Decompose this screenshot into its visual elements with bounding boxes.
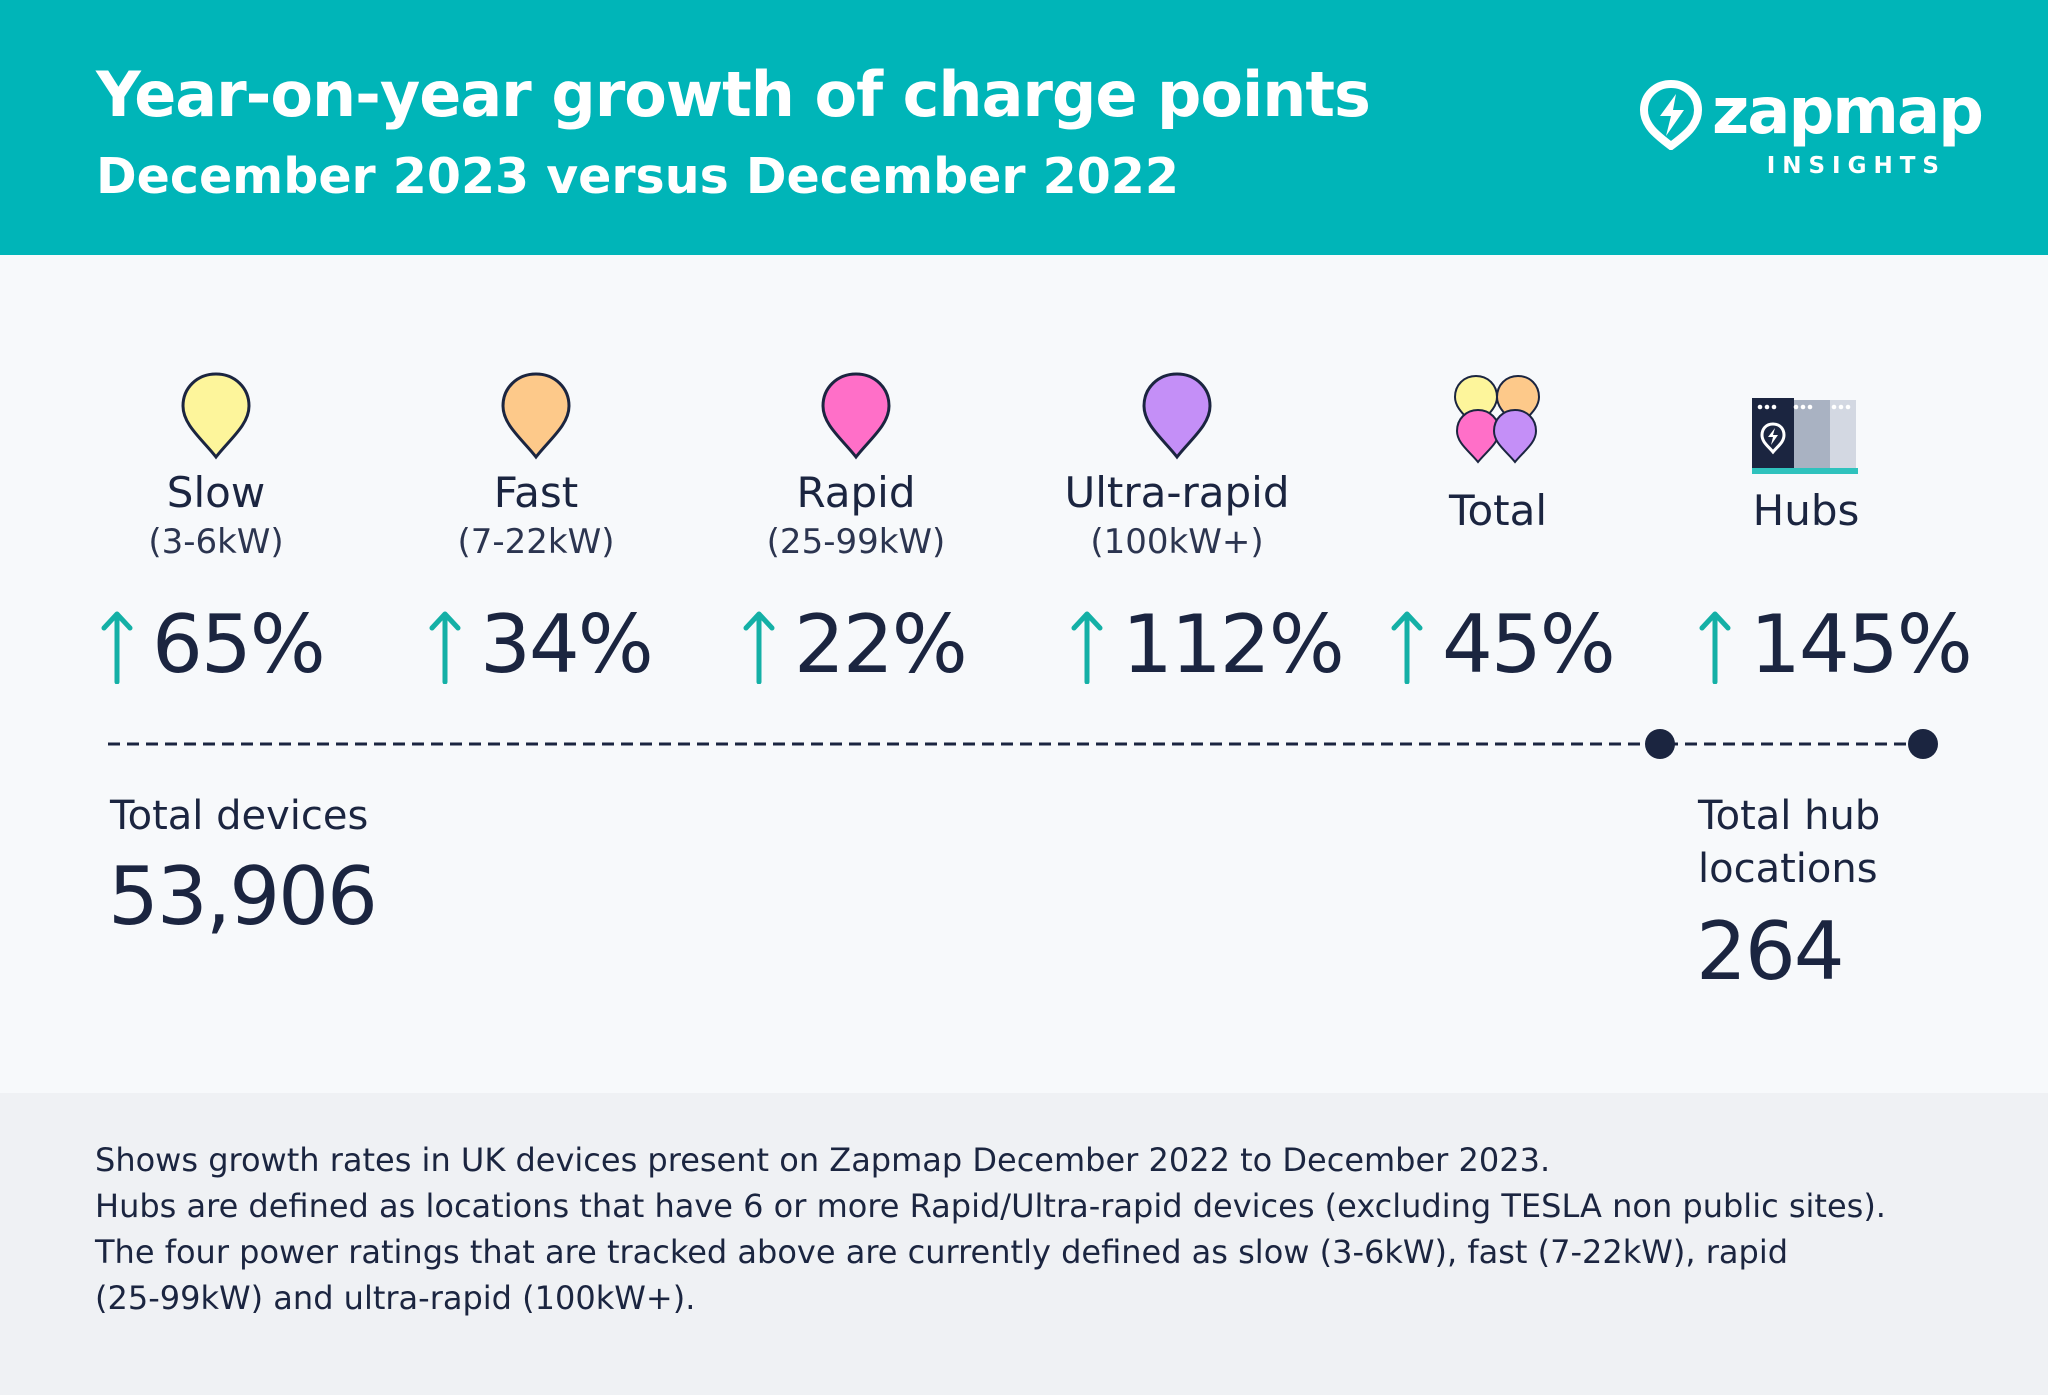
growth-total: 45%	[1390, 600, 1710, 690]
category-power-range: (100kW+)	[1090, 522, 1264, 562]
category-power-range: (25-99kW)	[766, 522, 946, 562]
category-label: Hubs	[1752, 486, 1860, 535]
pin-icon	[181, 372, 251, 460]
category-label: Ultra-rapid	[1064, 468, 1290, 517]
category-ultra-rapid: Ultra-rapid (100kW+)	[1017, 370, 1337, 700]
arrow-up-icon	[1071, 611, 1103, 684]
arrow-up-icon	[429, 611, 461, 684]
arrow-up-icon	[1391, 611, 1423, 684]
growth-percentage: 22%	[794, 598, 968, 691]
total-devices-label: Total devices	[110, 793, 369, 839]
category-label: Total	[1448, 486, 1548, 535]
logo-wordmark: zapmap	[1712, 75, 1984, 149]
total-hub-label-line1: Total hub	[1698, 793, 1881, 839]
charging-hub-icon	[1752, 398, 1858, 474]
category-label: Fast	[493, 468, 579, 517]
category-rapid: Rapid (25-99kW)	[696, 370, 1016, 700]
pin-icon	[821, 372, 891, 460]
category-label: Slow	[166, 468, 266, 517]
footnote-line: The four power ratings that are tracked …	[95, 1233, 1789, 1271]
category-power-range: (7-22kW)	[457, 522, 615, 562]
category-fast: Fast (7-22kW)	[376, 370, 696, 700]
pin-icon	[501, 372, 571, 460]
footnote-line: Shows growth rates in UK devices present…	[95, 1141, 1551, 1179]
growth-fast: 34%	[428, 600, 748, 690]
total-hub-label-line2: locations	[1698, 846, 1878, 892]
page-subtitle: December 2023 versus December 2022	[96, 148, 1179, 205]
growth-percentage: 45%	[1442, 598, 1616, 691]
footnote-line: (25-99kW) and ultra-rapid (100kW+).	[95, 1279, 696, 1317]
growth-slow: 65%	[100, 600, 420, 690]
total-hub-value: 264	[1696, 905, 1845, 998]
footnote-line: Hubs are defined as locations that have …	[95, 1187, 1886, 1225]
footer-notes: Shows growth rates in UK devices present…	[0, 1093, 2048, 1395]
zapmap-logo: zapmap INSIGHTS	[1640, 75, 1984, 185]
zapmap-bolt-icon	[1640, 80, 1702, 150]
growth-rapid: 22%	[742, 600, 1062, 690]
logo-tagline: INSIGHTS	[1766, 153, 1946, 179]
category-power-range: (3-6kW)	[148, 522, 284, 562]
growth-ultra-rapid: 112%	[1070, 600, 1390, 690]
pin-icon	[1142, 372, 1212, 460]
growth-percentage: 34%	[480, 598, 654, 691]
divider-dot-marker	[1908, 729, 1938, 759]
header-banner: Year-on-year growth of charge points Dec…	[0, 0, 2048, 255]
arrow-up-icon	[743, 611, 775, 684]
category-hubs: Hubs	[1646, 370, 1966, 700]
total-devices-value: 53,906	[108, 850, 378, 943]
growth-percentage: 112%	[1122, 598, 1345, 691]
category-total: Total	[1338, 370, 1658, 700]
pin-cluster-icon	[1453, 374, 1541, 464]
category-label: Rapid	[796, 468, 916, 517]
growth-hubs: 145%	[1698, 600, 2018, 690]
arrow-up-icon	[101, 611, 133, 684]
growth-percentage: 65%	[152, 598, 326, 691]
category-slow: Slow (3-6kW)	[56, 370, 376, 700]
page-title: Year-on-year growth of charge points	[96, 58, 1371, 131]
growth-percentage: 145%	[1750, 598, 1973, 691]
divider-dot-marker	[1645, 729, 1675, 759]
arrow-up-icon	[1699, 611, 1731, 684]
